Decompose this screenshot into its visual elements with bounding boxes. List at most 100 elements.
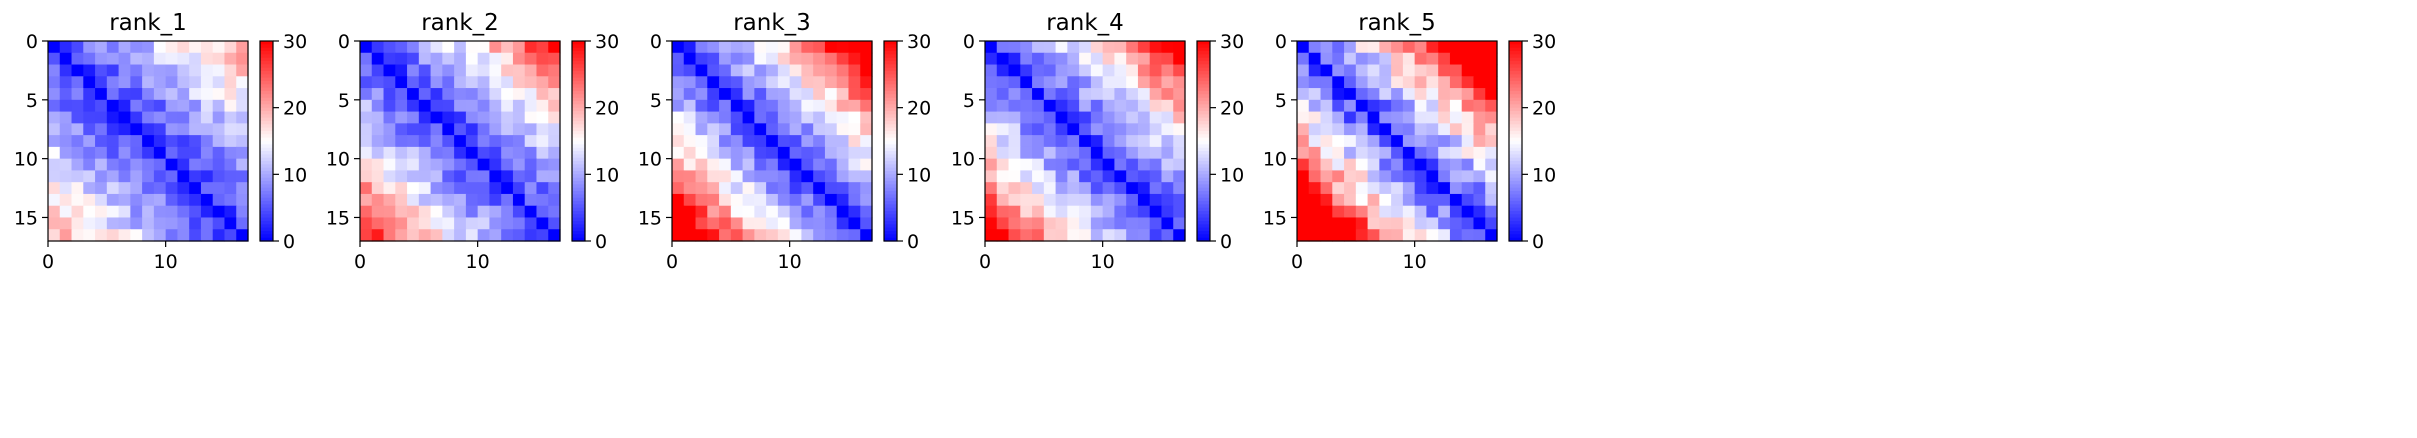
heatmap-cell xyxy=(165,170,179,183)
heatmap-cell xyxy=(777,99,791,113)
heatmap-cell xyxy=(777,182,791,195)
colorbar-segment xyxy=(1509,54,1522,59)
heatmap-cell xyxy=(1438,146,1451,160)
heatmap-cell xyxy=(766,76,779,89)
heatmap-cell xyxy=(836,111,850,124)
heatmap-cell xyxy=(360,99,373,113)
heatmap-cell xyxy=(95,111,108,124)
heatmap-cell xyxy=(395,158,408,172)
heatmap-cell xyxy=(165,52,179,66)
colorbar-segment xyxy=(1197,91,1210,95)
heatmap-cell xyxy=(1332,52,1345,66)
heatmap-cell xyxy=(1137,158,1151,172)
heatmap-cell xyxy=(1485,52,1498,66)
heatmap-cell xyxy=(1067,88,1080,101)
heatmap-cell xyxy=(48,52,61,66)
heatmap-cell xyxy=(536,158,549,172)
heatmap-cell xyxy=(465,76,479,89)
heatmap-cell xyxy=(224,193,237,207)
heatmap-cell xyxy=(536,193,549,207)
heatmap-cell xyxy=(236,99,249,113)
heatmap-cell xyxy=(766,146,779,160)
heatmap-cell xyxy=(1126,193,1139,207)
heatmap-cell xyxy=(130,205,143,219)
heatmap-cell xyxy=(1114,205,1127,219)
heatmap-cell xyxy=(477,193,491,207)
heatmap-cell xyxy=(430,99,443,113)
heatmap-cell xyxy=(224,99,237,113)
colorbar-segment xyxy=(1509,237,1522,242)
heatmap-cell xyxy=(789,146,803,160)
colorbar-segment xyxy=(572,91,585,95)
colorbar-segment xyxy=(1509,204,1522,209)
colorbar-segment xyxy=(1197,51,1210,55)
heatmap-cell xyxy=(501,76,514,89)
x-tick-label: 10 xyxy=(1403,251,1427,273)
heatmap-cell xyxy=(1473,41,1486,54)
heatmap-cell xyxy=(1367,182,1380,195)
heatmap-cell xyxy=(83,193,96,207)
heatmap-cell xyxy=(71,111,84,124)
heatmap-cell xyxy=(1367,88,1380,101)
heatmap-cell xyxy=(477,123,491,136)
heatmap-cell xyxy=(524,111,538,124)
heatmap-cell xyxy=(1043,41,1057,54)
heatmap-cell xyxy=(801,99,814,113)
heatmap-cell xyxy=(1473,76,1486,89)
heatmap-cell xyxy=(548,217,561,230)
heatmap-cell xyxy=(1414,52,1428,66)
heatmap-cell xyxy=(1402,41,1416,54)
heatmap-cell xyxy=(1320,99,1333,113)
colorbar-segment xyxy=(884,51,897,55)
heatmap-cell xyxy=(707,41,720,54)
heatmap-cell xyxy=(766,205,779,219)
heatmap-cell xyxy=(71,205,84,219)
heatmap-cell xyxy=(153,158,167,172)
colorbar-tick-label: 0 xyxy=(907,231,919,253)
heatmap-cell xyxy=(1032,123,1045,136)
heatmap-cell xyxy=(536,76,549,89)
heatmap-cell xyxy=(719,135,732,148)
colorbar-segment xyxy=(1509,87,1522,92)
colorbar-segment xyxy=(260,204,273,209)
colorbar-segment xyxy=(1509,124,1522,129)
heatmap-cell xyxy=(106,146,120,160)
heatmap-cell xyxy=(383,111,396,124)
heatmap-cell xyxy=(719,41,732,54)
colorbar-segment xyxy=(1197,231,1210,235)
heatmap-cell xyxy=(1032,41,1045,54)
heatmap-cell xyxy=(1161,135,1174,148)
colorbar-tick-label: 30 xyxy=(1532,31,1556,53)
colorbar-segment xyxy=(1509,67,1522,72)
heatmap-cell xyxy=(1149,193,1163,207)
colorbar-segment xyxy=(1509,77,1522,82)
heatmap-cell xyxy=(824,193,838,207)
heatmap-cell xyxy=(130,170,143,183)
heatmap-cell xyxy=(1449,193,1463,207)
heatmap-cell xyxy=(719,182,732,195)
heatmap-cell xyxy=(442,123,455,136)
colorbar-segment xyxy=(1197,237,1210,242)
colorbar-tick-label: 20 xyxy=(907,98,931,120)
heatmap-cell xyxy=(1102,99,1116,113)
heatmap-cell xyxy=(1032,170,1045,183)
colorbar-segment xyxy=(1197,57,1210,62)
heatmap-cell xyxy=(1402,146,1416,160)
colorbar-segment xyxy=(1197,167,1210,172)
heatmap-cell xyxy=(1137,182,1151,195)
heatmap-cell xyxy=(1149,158,1163,172)
heatmap-cell xyxy=(1379,135,1392,148)
heatmap-cell xyxy=(1485,217,1498,230)
heatmap-cell xyxy=(189,182,202,195)
heatmap-cell xyxy=(1402,99,1416,113)
heatmap-cell xyxy=(153,182,167,195)
heatmap-cell xyxy=(383,146,396,160)
colorbar-segment xyxy=(260,84,273,89)
heatmap-cell xyxy=(1320,217,1333,230)
colorbar-segment xyxy=(260,47,273,52)
heatmap-cell xyxy=(1355,205,1369,219)
heatmap-cell xyxy=(1426,170,1439,183)
heatmap-cell xyxy=(1461,111,1475,124)
heatmap-cell xyxy=(1449,99,1463,113)
heatmap-cell xyxy=(1173,182,1186,195)
